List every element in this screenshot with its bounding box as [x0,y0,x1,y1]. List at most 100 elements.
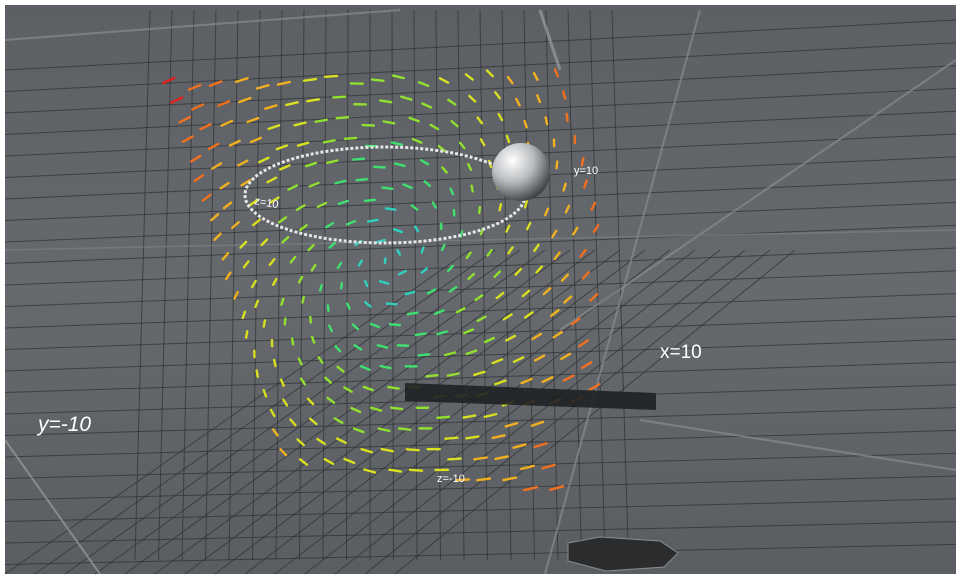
field-arrow [555,160,559,170]
grid-line [4,224,957,264]
field-arrow [289,418,297,427]
field-arrow [563,295,573,304]
field-arrow [523,486,539,492]
grid-line [4,429,957,458]
field-arrow [420,267,429,274]
field-arrow [474,294,484,302]
field-arrow [523,119,528,129]
field-arrow [266,176,278,184]
field-arrow [255,84,270,90]
field-arrow [449,187,455,196]
field-arrow [239,240,248,249]
field-arrow [473,370,486,377]
field-arrow [240,179,252,187]
field-arrow [343,386,353,393]
field-arrow [339,281,344,290]
field-arrow [208,80,223,88]
field-arrow [255,369,259,378]
field-arrow [400,95,413,101]
grid-line [134,9,151,561]
field-arrow [297,357,303,366]
field-arrow [268,258,276,267]
grid-line [184,249,621,575]
axis-label: z=-10 [437,473,465,485]
field-arrow [334,179,347,185]
field-arrow [436,330,448,336]
field-arrow [446,372,460,377]
field-arrow [570,317,581,326]
field-arrow [332,95,347,99]
field-arrow [276,80,291,86]
field-arrow [483,336,495,344]
field-arrow [440,243,446,252]
grid-line [4,201,957,243]
field-arrow [308,181,320,188]
field-arrow [219,181,230,190]
field-arrow [579,248,587,258]
field-arrow [369,322,380,329]
field-arrow [278,216,288,224]
field-arrow [325,221,335,229]
field-arrow [343,457,356,465]
field-arrow [590,201,597,211]
field-arrow [222,201,233,210]
field-arrow [364,301,372,308]
field-arrow [505,224,511,233]
field-arrow [562,90,567,100]
grid-line [4,179,957,221]
field-arrow [455,478,471,482]
field-arrow [382,120,396,125]
field-arrow [370,78,385,83]
field-arrow [161,76,176,85]
axis-label: x=10 [660,342,702,363]
field-arrow [520,377,533,385]
field-arrow [541,376,554,384]
field-arrow [310,335,316,344]
field-arrow [334,345,342,353]
grid-line [523,9,535,561]
grid-line [94,249,546,575]
field-arrow [350,406,362,414]
field-arrow [242,260,250,269]
field-arrow [299,224,308,232]
field-arrow [267,124,281,131]
field-arrow [305,161,318,168]
field-arrow [426,288,437,295]
field-arrow [379,99,393,104]
field-arrow [402,183,413,189]
field-arrow [476,116,484,125]
field-arrow [476,477,492,482]
field-arrow [521,289,531,298]
field-arrow [578,339,589,348]
field-arrow [362,385,374,392]
field-arrow [536,94,542,104]
grid-line [394,249,796,575]
field-arrow [465,349,478,356]
sphere [492,143,550,201]
field-arrow [377,427,391,433]
field-arrow [396,248,402,256]
field-arrow [552,330,563,339]
field-arrow [191,103,205,111]
field-arrow [462,414,477,419]
field-arrow [491,358,504,365]
field-arrow [388,468,403,473]
field-arrow [343,136,358,141]
field-arrow [562,182,567,192]
field-arrow [309,417,318,426]
field-arrow [211,162,223,170]
field-arrow [328,324,333,333]
grid-line [4,543,957,565]
field-arrow [234,77,249,84]
field-arrow [298,458,309,466]
field-arrow [417,353,431,357]
grid-line [274,249,696,575]
grid-line [304,249,721,575]
grid-line [4,110,957,157]
grid-line [611,9,629,561]
field-arrow [383,257,387,265]
field-arrow [254,299,260,309]
field-arrow [190,154,202,163]
field-arrow [421,102,433,109]
field-arrow [437,144,446,153]
